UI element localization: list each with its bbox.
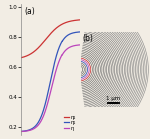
Text: (b): (b) bbox=[82, 34, 93, 43]
Text: (a): (a) bbox=[24, 7, 35, 16]
Text: 1 μm: 1 μm bbox=[106, 96, 120, 101]
Legend: η₂, η₁, η: η₂, η₁, η bbox=[63, 114, 77, 132]
